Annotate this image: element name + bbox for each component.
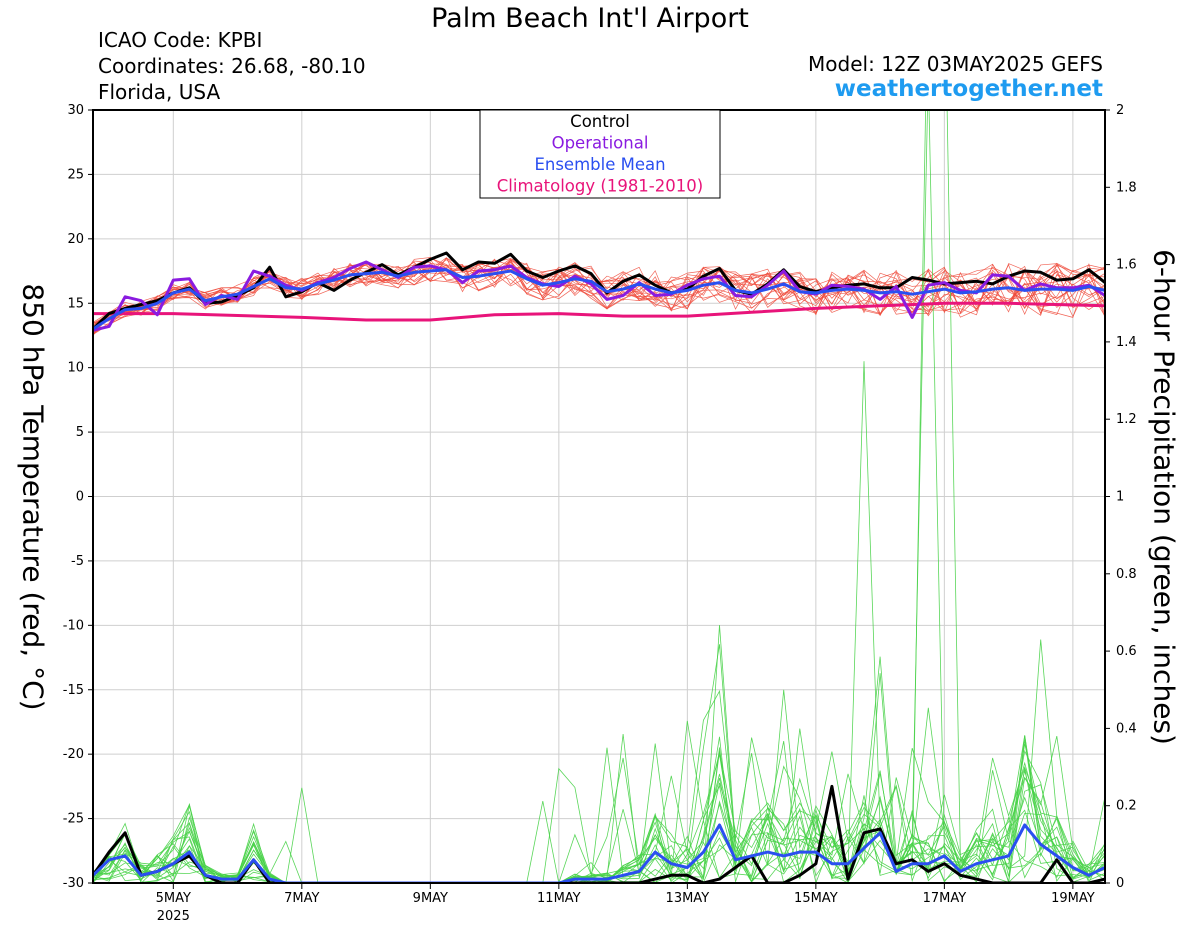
axes: 302520151050-5-10-15-20-25-3021.81.61.41… [63, 103, 1137, 924]
y2-tick-label: 0.2 [1116, 799, 1137, 814]
legend-entry: Ensemble Mean [534, 155, 665, 174]
y-tick-label: -10 [63, 618, 84, 633]
precip-member-line [93, 733, 1105, 883]
precip-member-line [93, 753, 1105, 883]
x-tick-year: 2025 [157, 909, 190, 924]
legend-entry: Control [570, 112, 630, 131]
y2-tick-label: 1 [1116, 490, 1124, 505]
precip-member-line [93, 747, 1105, 883]
legend-entry: Operational [552, 134, 649, 153]
temp-member-line [93, 259, 1105, 335]
temp-member-line [93, 257, 1105, 327]
x-tick-label: 7MAY [284, 891, 319, 906]
precip-member-line [93, 769, 1105, 883]
y-tick-label: 0 [76, 490, 84, 505]
region: Florida, USA [98, 80, 221, 104]
temp-member-line [93, 257, 1105, 323]
y-tick-label: -20 [63, 747, 84, 762]
y-tick-label: -30 [63, 876, 84, 891]
y-tick-label: -15 [63, 683, 84, 698]
precip-member-line [93, 656, 1105, 883]
x-tick-label: 9MAY [413, 891, 448, 906]
y-tick-label: -25 [63, 812, 84, 827]
y-tick-label: 25 [67, 167, 84, 182]
temp-member-line [93, 259, 1105, 329]
y2-tick-label: 0.6 [1116, 644, 1137, 659]
model-run: Model: 12Z 03MAY2025 GEFS [808, 52, 1103, 76]
legend: Control Operational Ensemble Mean Climatolo… [479, 109, 721, 199]
x-tick-label: 5MAY [156, 891, 191, 906]
x-tick-label: 17MAY [923, 891, 967, 906]
control-precip-line [93, 784, 1105, 883]
precip-member-line [93, 689, 1105, 883]
x-tick-label: 19MAY [1051, 891, 1095, 906]
gridlines [93, 109, 1105, 884]
x-tick-label: 15MAY [794, 891, 838, 906]
y-tick-label: 30 [67, 103, 84, 118]
y2-tick-label: 0.4 [1116, 721, 1137, 736]
y2-tick-label: 1.2 [1116, 412, 1137, 427]
icao-code: ICAO Code: KPBI [98, 28, 263, 52]
y-tick-label: 15 [67, 296, 84, 311]
temperature-members [93, 256, 1105, 336]
precip-member-line [93, 735, 1105, 883]
legend-entry: Climatology (1981-2010) [497, 177, 703, 196]
y-tick-label: 20 [67, 232, 84, 247]
y-tick-label: -5 [71, 554, 84, 569]
y2-tick-label: 1.8 [1116, 180, 1137, 195]
precip-member-line [93, 736, 1105, 883]
precip-member-line [93, 767, 1105, 883]
ensemble-mean-temp-line [93, 268, 1105, 331]
main-series [93, 251, 1105, 883]
temp-member-line [93, 256, 1105, 334]
y-tick-label: 5 [76, 425, 84, 440]
coordinates: Coordinates: 26.68, -80.10 [98, 54, 366, 78]
temp-member-line [93, 261, 1105, 324]
site-link[interactable]: weathertogether.net [834, 76, 1103, 102]
precipitation-members [93, 110, 1105, 883]
y2-tick-label: 2 [1116, 103, 1124, 118]
chart-title: Palm Beach Int'l Airport [431, 3, 749, 34]
y2-tick-label: 1.6 [1116, 258, 1137, 273]
y2-tick-label: 1.4 [1116, 335, 1137, 350]
ensemble-mean-precip-line [93, 823, 1105, 883]
climatology-1981-2010-temp-line [93, 301, 1105, 322]
y2-tick-label: 0 [1116, 876, 1124, 891]
y2-tick-label: 0.8 [1116, 567, 1137, 582]
y-tick-label: 10 [67, 361, 84, 376]
precip-member-line [93, 639, 1105, 883]
x-tick-label: 11MAY [537, 891, 581, 906]
legend-box [479, 109, 721, 199]
x-tick-label: 13MAY [666, 891, 710, 906]
